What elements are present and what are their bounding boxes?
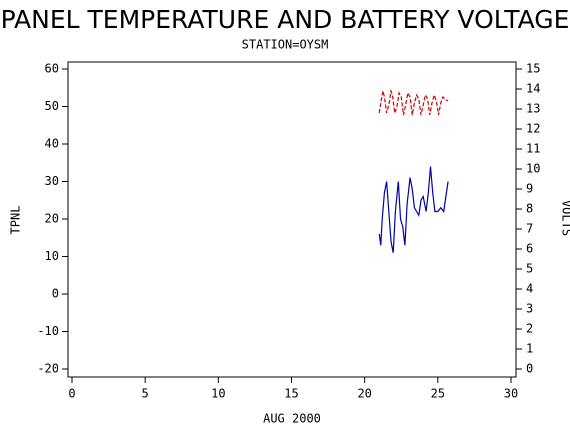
y2-tick-label: 2 [526, 322, 533, 336]
y-tick-label: 10 [45, 249, 59, 263]
y-axis-label: TPNL [9, 206, 23, 235]
y-tick-label: 30 [45, 174, 59, 188]
y2-tick-label: 9 [526, 182, 533, 196]
x-tick-label: 0 [68, 387, 75, 401]
data-line [378, 88, 449, 116]
y2-tick-label: 4 [526, 282, 533, 296]
data-line [378, 166, 449, 253]
y-tick-label: 50 [45, 99, 59, 113]
chart-title: PANEL TEMPERATURE AND BATTERY VOLTAGE [1, 5, 570, 34]
x-tick-label: 15 [284, 387, 298, 401]
chart-subtitle: STATION=OYSM [242, 38, 329, 52]
x-tick-label: 30 [504, 387, 518, 401]
x-tick-label: 10 [211, 387, 225, 401]
x-tick-label: 20 [357, 387, 371, 401]
y2-tick-label: 3 [526, 302, 533, 316]
plot-frame [67, 61, 517, 378]
x-axis-label: AUG 2000 [263, 412, 321, 426]
y2-tick-label: 5 [526, 262, 533, 276]
y-tick-label: -10 [37, 324, 59, 338]
y2-tick-label: 12 [526, 122, 540, 136]
y2-tick-label: 13 [526, 102, 540, 116]
y2-tick-label: 8 [526, 202, 533, 216]
y-tick-label: 0 [52, 287, 59, 301]
y2-tick-label: 6 [526, 242, 533, 256]
y-tick-label: -20 [37, 362, 59, 376]
y-tick-label: 40 [45, 137, 59, 151]
y-tick-label: 60 [45, 62, 59, 76]
y2-tick-label: 1 [526, 342, 533, 356]
x-tick-label: 25 [431, 387, 445, 401]
x-tick-label: 5 [142, 387, 149, 401]
y2-tick-label: 7 [526, 222, 533, 236]
y2-tick-label: 14 [526, 82, 540, 96]
y2-tick-label: 0 [526, 362, 533, 376]
y-tick-label: 20 [45, 212, 59, 226]
y2-tick-label: 15 [526, 62, 540, 76]
y2-tick-label: 11 [526, 142, 540, 156]
y2-axis-label: VOLTS [560, 200, 570, 236]
y2-tick-label: 10 [526, 162, 540, 176]
